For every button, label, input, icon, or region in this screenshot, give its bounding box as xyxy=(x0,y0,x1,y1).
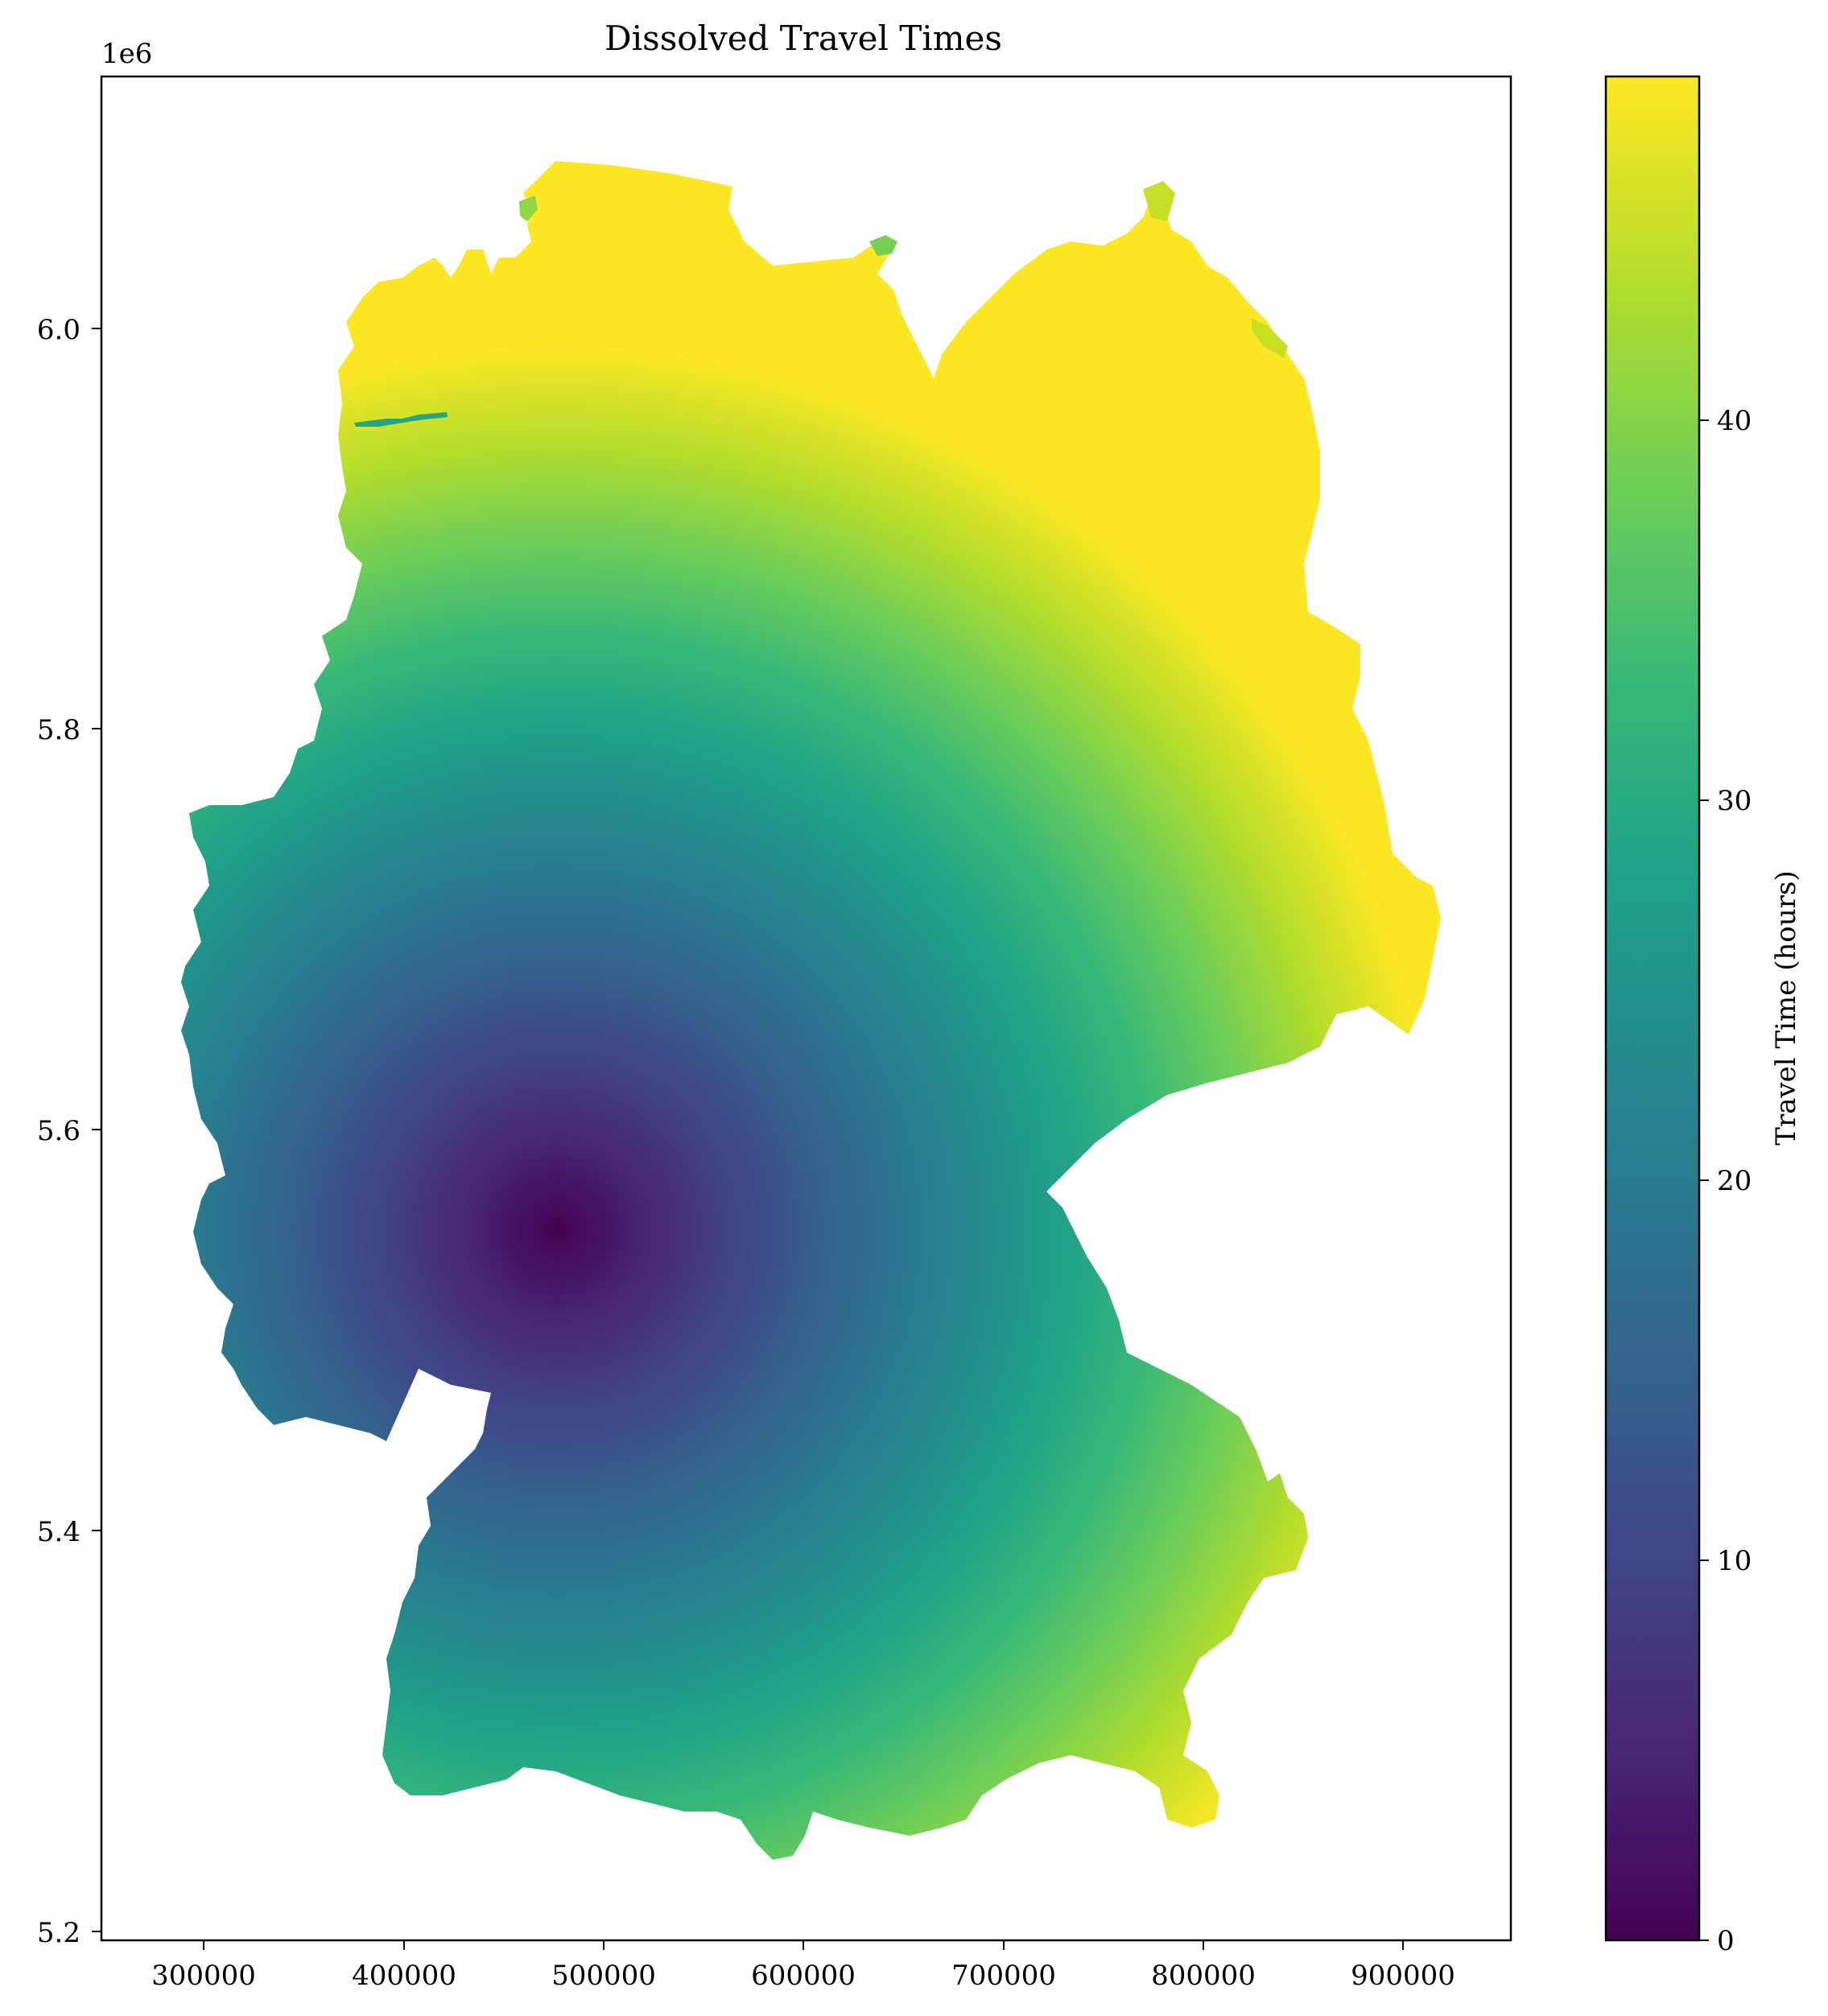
colorbar-tick-label: 10 xyxy=(1717,1545,1752,1577)
y-tick-label: 6.0 xyxy=(37,314,80,346)
colorbar-gradient xyxy=(1604,75,1701,1942)
ruegen-island xyxy=(1143,181,1175,221)
y-tick-label: 5.8 xyxy=(37,714,80,746)
y-offset-label: 1e6 xyxy=(101,38,152,70)
y-tick-label: 5.6 xyxy=(37,1115,80,1147)
x-tick-label: 300000 xyxy=(151,1960,256,1992)
germany-landmass xyxy=(181,161,1441,1860)
colorbar-label: Travel Time (hours) xyxy=(1770,870,1802,1145)
y-axis: 5.2 5.4 5.6 5.8 6.0 1e6 xyxy=(37,38,152,1949)
y-tick-label: 5.2 xyxy=(37,1917,80,1949)
x-tick-label: 400000 xyxy=(352,1960,456,1992)
usedom-island xyxy=(1252,318,1288,358)
fehmarn-island xyxy=(869,235,897,256)
x-tick-label: 800000 xyxy=(1151,1960,1256,1992)
colorbar-tick-label: 20 xyxy=(1717,1165,1752,1197)
colorbar: 0 10 20 30 40 Travel Time (hours) xyxy=(1604,75,1802,1957)
x-tick-label: 500000 xyxy=(551,1960,656,1992)
x-tick-label: 700000 xyxy=(951,1960,1056,1992)
x-tick-label: 600000 xyxy=(751,1960,856,1992)
sylt-island xyxy=(519,196,538,221)
x-axis: 300000 400000 500000 600000 700000 80000… xyxy=(151,1940,1455,1992)
map-region xyxy=(181,161,1441,1860)
colorbar-tick-label: 40 xyxy=(1717,405,1752,437)
x-tick-label: 900000 xyxy=(1351,1960,1455,1992)
colorbar-tick-label: 0 xyxy=(1717,1925,1735,1957)
frisian-islands xyxy=(354,412,448,427)
axes-frame xyxy=(100,75,1512,1942)
y-tick-label: 5.4 xyxy=(37,1516,80,1548)
colorbar-tick-label: 30 xyxy=(1717,785,1752,817)
chart-title: Dissolved Travel Times xyxy=(605,19,1002,58)
